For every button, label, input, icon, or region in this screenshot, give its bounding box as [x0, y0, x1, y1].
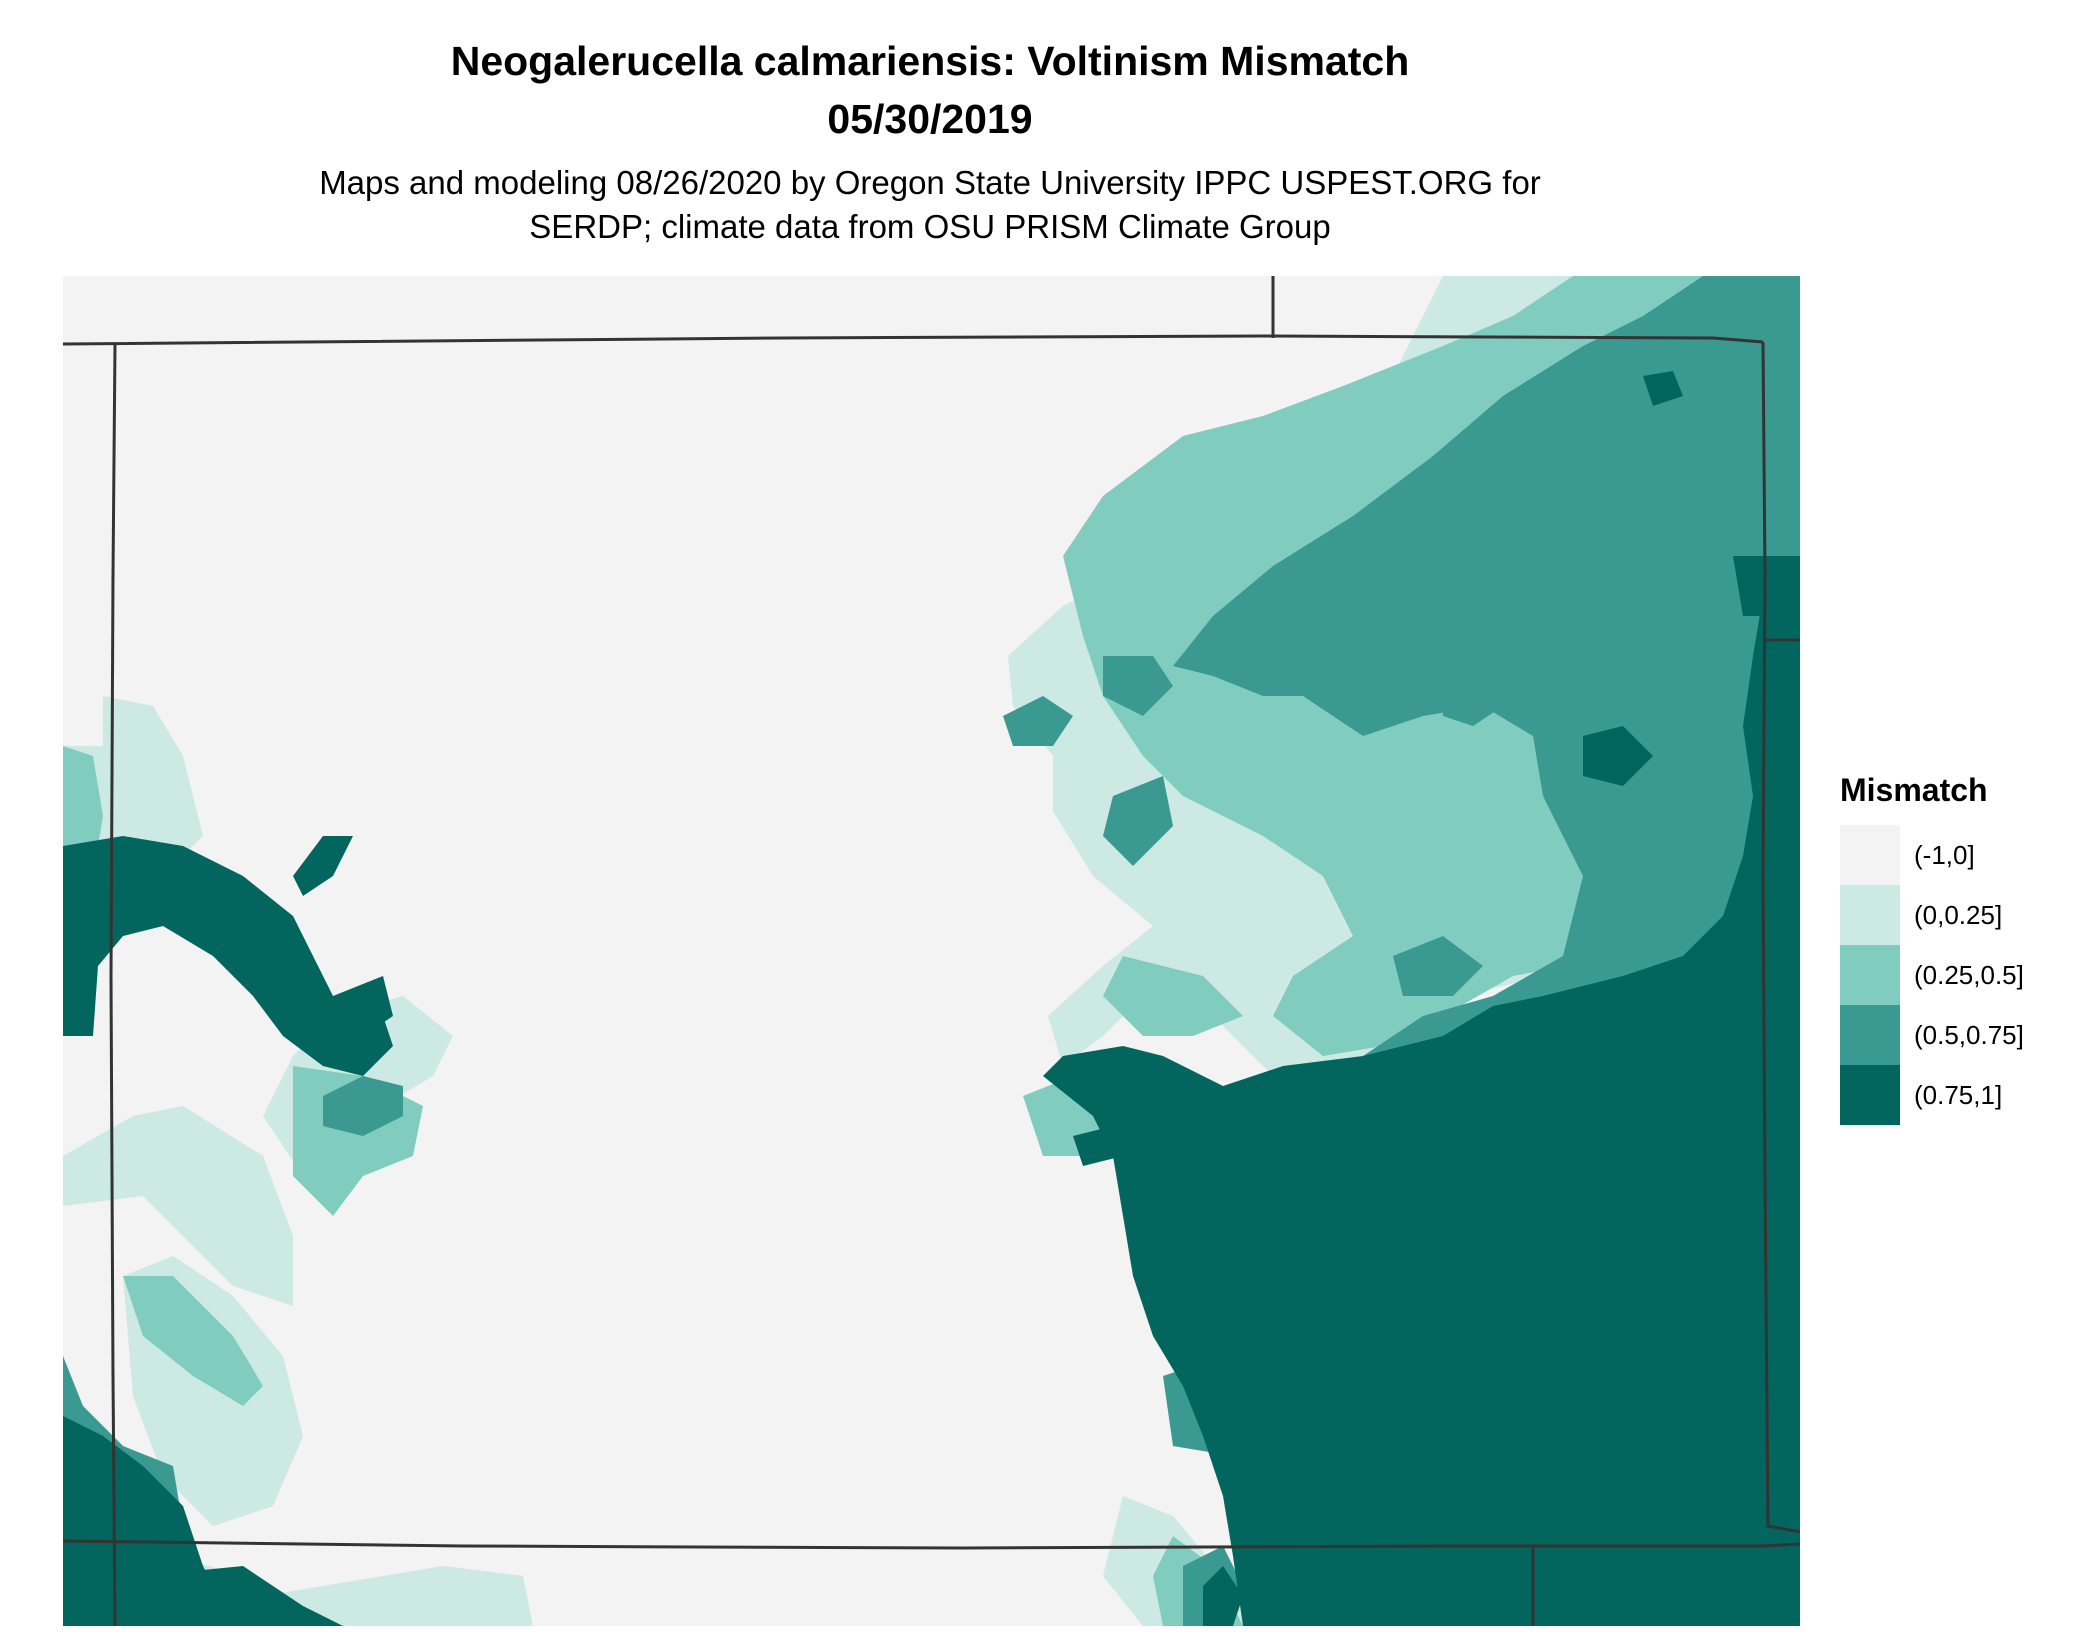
- map-subtitle-line2: SERDP; climate data from OSU PRISM Clima…: [529, 208, 1331, 245]
- legend-item: (-1,0]: [1840, 825, 2090, 885]
- legend-item: (0.5,0.75]: [1840, 1005, 2090, 1065]
- legend-item: (0.75,1]: [1840, 1065, 2090, 1125]
- zone-class-0.75-1: [1643, 371, 1683, 406]
- legend-swatch: [1840, 1005, 1900, 1065]
- boundary-west: [109, 343, 117, 1626]
- zone-class-0.25-0.5: [1103, 956, 1243, 1036]
- zone-class-0.75-1: [333, 976, 393, 1036]
- zone-class-0.5-0.75: [1393, 936, 1483, 996]
- legend-swatch: [1840, 825, 1900, 885]
- legend-label: (0,0.25]: [1914, 899, 2003, 930]
- zone-class-0.5-0.75: [1103, 776, 1173, 866]
- zone-class-0.75-1: [1073, 1126, 1123, 1166]
- legend-swatch: [1840, 885, 1900, 945]
- map-date: 05/30/2019: [827, 96, 1033, 142]
- zone-class-0.75-1: [123, 1566, 343, 1626]
- legend-swatch: [1840, 945, 1900, 1005]
- zone-class-0.5-0.75: [1443, 666, 1503, 726]
- legend-swatch: [1840, 1065, 1900, 1125]
- legend-item: (0.25,0.5]: [1840, 945, 2090, 1005]
- zone-class-0.5-0.75: [323, 1076, 403, 1136]
- legend-label: (0.5,0.75]: [1914, 1019, 2024, 1050]
- legend-label: (0.75,1]: [1914, 1079, 2003, 1110]
- map-panel: [63, 276, 1800, 1626]
- legend-title: Mismatch: [1840, 772, 1988, 808]
- legend: Mismatch (-1,0] (0,0.25] (0.25,0.5] (0.5…: [1840, 770, 2090, 1125]
- boundary-north: [63, 334, 1764, 346]
- boundary-east: [1761, 341, 1800, 1534]
- map-title: Neogalerucella calmariensis: Voltinism M…: [450, 38, 1410, 84]
- zone-class-0.75-1: [1583, 726, 1653, 786]
- zone-class-0.75-1: [1203, 1566, 1243, 1626]
- zone-class-0.75-1: [1043, 556, 1800, 1626]
- zone-class-0.75-1: [63, 836, 393, 1076]
- state-boundaries: [63, 276, 1800, 1626]
- map-subtitle-line1: Maps and modeling 08/26/2020 by Oregon S…: [319, 164, 1541, 201]
- zone-class-0.75-1: [293, 836, 353, 896]
- zone-class-0-0.25: [63, 1106, 293, 1306]
- zone-class-0.5-0.75: [1003, 696, 1073, 746]
- legend-item: (0,0.25]: [1840, 885, 2090, 945]
- map-raster: [63, 276, 1800, 1626]
- zone-class-0.25-0.5: [123, 1276, 263, 1406]
- zone-class-0.75-1: [1733, 556, 1800, 616]
- boundary-south: [63, 1539, 1800, 1550]
- legend-label: (-1,0]: [1914, 839, 1975, 870]
- zone-class-0.5-0.75: [1103, 656, 1173, 716]
- legend-label: (0.25,0.5]: [1914, 959, 2024, 990]
- zone-class-0-0.25: [243, 1566, 533, 1626]
